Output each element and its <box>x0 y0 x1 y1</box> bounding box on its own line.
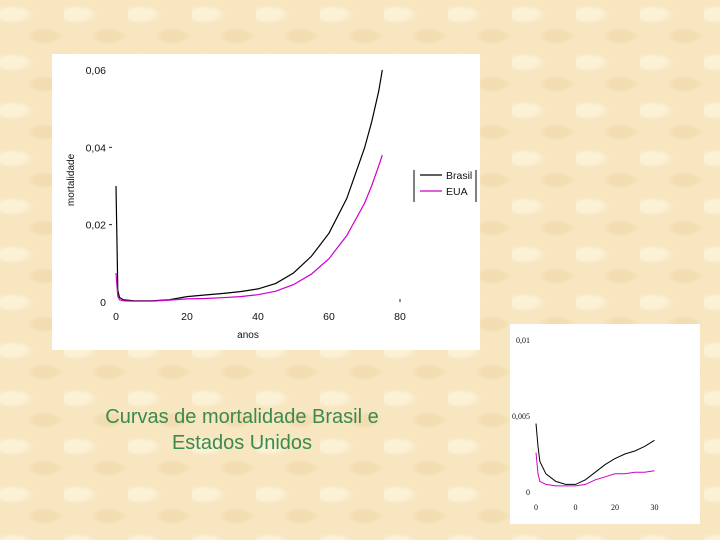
y-tick-label: 0,06 <box>86 65 107 77</box>
series-line-eua <box>115 154 383 302</box>
inset-y-tick-label: 0 <box>526 488 530 497</box>
inset-y-tick-label: 0,005 <box>512 412 530 421</box>
x-tick-label: 0 <box>113 311 119 323</box>
inset-series-line-1 <box>535 423 655 485</box>
inset-series-line-2 <box>535 452 655 487</box>
y-axis-title: mortalidade <box>66 153 77 206</box>
inset-x-tick-label: 20 <box>611 503 619 512</box>
legend-label-eua: EUA <box>446 186 468 198</box>
x-tick-label: 80 <box>394 311 406 323</box>
inset-x-tick-label: 0 <box>534 503 538 512</box>
inset-x-tick-label: 0 <box>574 503 578 512</box>
series-line-brasil <box>115 69 383 302</box>
x-tick-label: 20 <box>181 311 193 323</box>
inset-x-tick-label: 30 <box>651 503 659 512</box>
legend-label-brasil: Brasil <box>446 170 472 182</box>
caption-line-2: Estados Unidos <box>171 432 313 454</box>
inset-chart-panel: 0 0,005 0,01 0 0 20 30 <box>510 324 700 524</box>
x-axis-title: anos <box>237 330 259 341</box>
slide-caption: Curvas de mortalidade Brasil e Estados U… <box>40 404 444 456</box>
caption-line-1: Curvas de mortalidade Brasil e <box>105 406 379 428</box>
y-tick-label: 0,04 <box>86 142 107 154</box>
mortality-chart: 0 0,02 0,04 0,06 0 20 40 60 80 anos mortalidade Bra… <box>66 65 477 341</box>
y-tick-label: 0,02 <box>86 220 107 232</box>
x-tick-label: 40 <box>252 311 264 323</box>
main-chart-panel: 0 0,02 0,04 0,06 0 20 40 60 80 anos mortalidade Bra… <box>52 54 480 350</box>
x-tick-label: 60 <box>323 311 335 323</box>
inset-y-tick-label: 0,01 <box>516 336 530 345</box>
y-tick-label: 0 <box>100 297 106 309</box>
